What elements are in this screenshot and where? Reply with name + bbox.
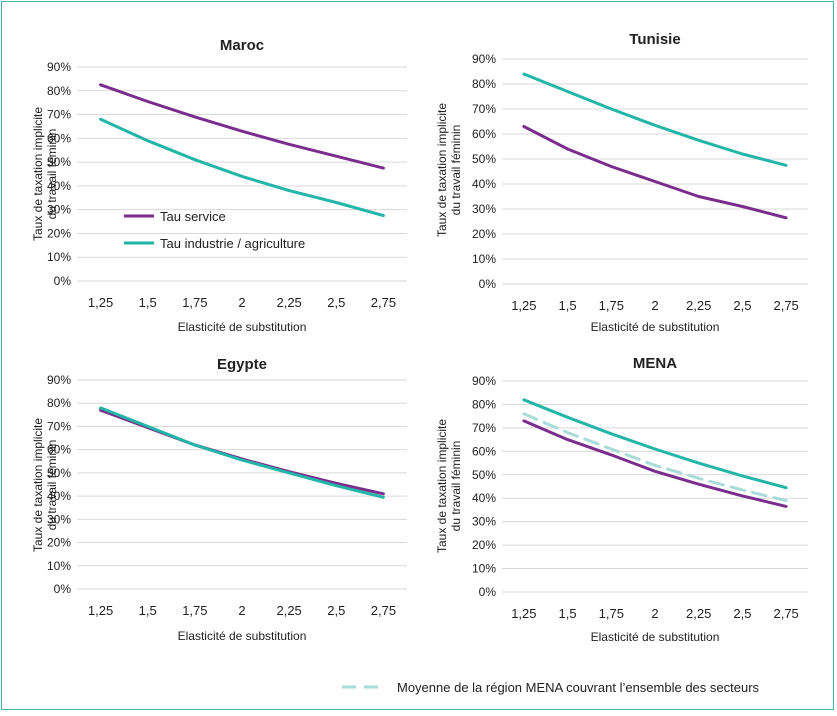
chart-title: Maroc bbox=[220, 37, 264, 54]
chart-panel-mena: 0% 10% 20% 30% 40% 50% 60% 70% 80% 90% 1,25 1,5 1,75… bbox=[435, 355, 808, 644]
y-tick-label: 90% bbox=[47, 373, 71, 387]
x-tick-label: 2,75 bbox=[371, 295, 396, 310]
y-axis-label: Taux de taxation implicitedu travail fém… bbox=[31, 107, 59, 241]
y-tick-label: 0% bbox=[479, 277, 497, 291]
y-tick-label: 0% bbox=[54, 274, 72, 288]
x-axis-label: Elasticité de substitution bbox=[178, 320, 307, 334]
legend-series: Tau service Tau industrie / agriculture bbox=[124, 209, 305, 251]
y-tick-label: 30% bbox=[472, 202, 496, 216]
x-tick-label: 2,5 bbox=[733, 298, 751, 313]
x-tick-label: 1,25 bbox=[88, 295, 113, 310]
series-line-2 bbox=[524, 414, 786, 501]
y-axis-label: Taux de taxation implicitedu travail fém… bbox=[435, 419, 463, 553]
chart-title: Tunisie bbox=[629, 31, 680, 48]
x-tick-label: 2 bbox=[651, 606, 658, 621]
x-tick-label: 1,75 bbox=[182, 603, 207, 618]
y-axis-label-line: Taux de taxation implicite bbox=[31, 418, 45, 552]
y-tick-label: 20% bbox=[47, 536, 71, 550]
x-tick-label: 2,5 bbox=[733, 606, 751, 621]
chart-title: MENA bbox=[633, 355, 677, 372]
y-tick-label: 0% bbox=[479, 585, 497, 599]
x-tick-label: 2 bbox=[238, 295, 245, 310]
y-axis-label-line: Taux de taxation implicite bbox=[435, 419, 449, 553]
y-tick-label: 10% bbox=[472, 252, 496, 266]
x-tick-label: 2,75 bbox=[773, 298, 798, 313]
x-tick-label: 2 bbox=[651, 298, 658, 313]
y-axis-label-line: du travail féminin bbox=[45, 129, 59, 220]
series-line-0 bbox=[524, 127, 786, 218]
x-tick-label: 2,75 bbox=[773, 606, 798, 621]
y-tick-label: 10% bbox=[47, 559, 71, 573]
x-tick-label: 2,25 bbox=[686, 606, 711, 621]
series-line-1 bbox=[101, 119, 384, 215]
x-tick-label: 1,25 bbox=[511, 606, 536, 621]
y-tick-label: 40% bbox=[472, 177, 496, 191]
x-tick-label: 2,25 bbox=[276, 603, 301, 618]
y-tick-label: 50% bbox=[472, 152, 496, 166]
x-tick-label: 1,25 bbox=[511, 298, 536, 313]
series-line-1 bbox=[524, 74, 786, 165]
y-tick-label: 70% bbox=[47, 108, 71, 122]
y-tick-label: 40% bbox=[472, 491, 496, 505]
y-axis-label-line: du travail féminin bbox=[449, 125, 463, 216]
y-tick-label: 80% bbox=[47, 84, 71, 98]
x-axis-label: Elasticité de substitution bbox=[178, 629, 307, 643]
legend-label: Tau industrie / agriculture bbox=[160, 236, 305, 251]
x-tick-label: 2,5 bbox=[327, 603, 345, 618]
y-tick-label: 20% bbox=[47, 226, 71, 240]
x-tick-label: 1,5 bbox=[559, 606, 577, 621]
chart-title: Egypte bbox=[217, 356, 267, 373]
y-tick-label: 80% bbox=[472, 77, 496, 91]
y-tick-label: 10% bbox=[472, 562, 496, 576]
y-tick-label: 90% bbox=[472, 374, 496, 388]
legend-label: Tau service bbox=[160, 209, 226, 224]
y-tick-label: 90% bbox=[472, 52, 496, 66]
x-tick-label: 2 bbox=[238, 603, 245, 618]
series-line-0 bbox=[524, 421, 786, 507]
y-tick-label: 20% bbox=[472, 227, 496, 241]
y-tick-label: 50% bbox=[472, 468, 496, 482]
y-tick-label: 20% bbox=[472, 538, 496, 552]
y-tick-label: 70% bbox=[472, 421, 496, 435]
x-tick-label: 1,75 bbox=[599, 606, 624, 621]
y-tick-label: 30% bbox=[472, 515, 496, 529]
y-tick-label: 80% bbox=[472, 397, 496, 411]
x-tick-label: 1,5 bbox=[139, 603, 157, 618]
y-tick-label: 60% bbox=[472, 444, 496, 458]
x-tick-label: 1,75 bbox=[182, 295, 207, 310]
series-line-0 bbox=[101, 85, 384, 168]
y-axis-label-line: du travail féminin bbox=[45, 440, 59, 531]
x-tick-label: 1,75 bbox=[599, 298, 624, 313]
y-tick-label: 70% bbox=[472, 102, 496, 116]
legend-label: Moyenne de la région MENA couvrant l’ens… bbox=[397, 680, 760, 695]
y-tick-label: 90% bbox=[47, 60, 71, 74]
x-axis-label: Elasticité de substitution bbox=[591, 630, 720, 644]
x-tick-label: 1,25 bbox=[88, 603, 113, 618]
x-axis-label: Elasticité de substitution bbox=[591, 320, 720, 334]
chart-panel-tunisie: 0% 10% 20% 30% 40% 50% 60% 70% 80% 90% 1,25 1,5 1,75… bbox=[435, 31, 808, 334]
x-tick-label: 2,25 bbox=[686, 298, 711, 313]
y-tick-label: 0% bbox=[54, 582, 72, 596]
x-tick-label: 2,25 bbox=[276, 295, 301, 310]
y-tick-label: 70% bbox=[47, 419, 71, 433]
legend-mena-average: Moyenne de la région MENA couvrant l’ens… bbox=[342, 680, 760, 695]
y-axis-label: Taux de taxation implicitedu travail fém… bbox=[31, 418, 59, 552]
y-axis-label-line: du travail féminin bbox=[449, 441, 463, 532]
y-axis-label-line: Taux de taxation implicite bbox=[435, 103, 449, 237]
y-tick-label: 60% bbox=[472, 127, 496, 141]
series-line-0 bbox=[101, 410, 384, 494]
x-tick-label: 2,5 bbox=[327, 295, 345, 310]
x-tick-label: 1,5 bbox=[559, 298, 577, 313]
y-tick-label: 10% bbox=[47, 250, 71, 264]
y-axis-label: Taux de taxation implicitedu travail fém… bbox=[435, 103, 463, 237]
y-axis-label-line: Taux de taxation implicite bbox=[31, 107, 45, 241]
y-tick-label: 80% bbox=[47, 396, 71, 410]
x-tick-label: 2,75 bbox=[371, 603, 396, 618]
x-tick-label: 1,5 bbox=[139, 295, 157, 310]
